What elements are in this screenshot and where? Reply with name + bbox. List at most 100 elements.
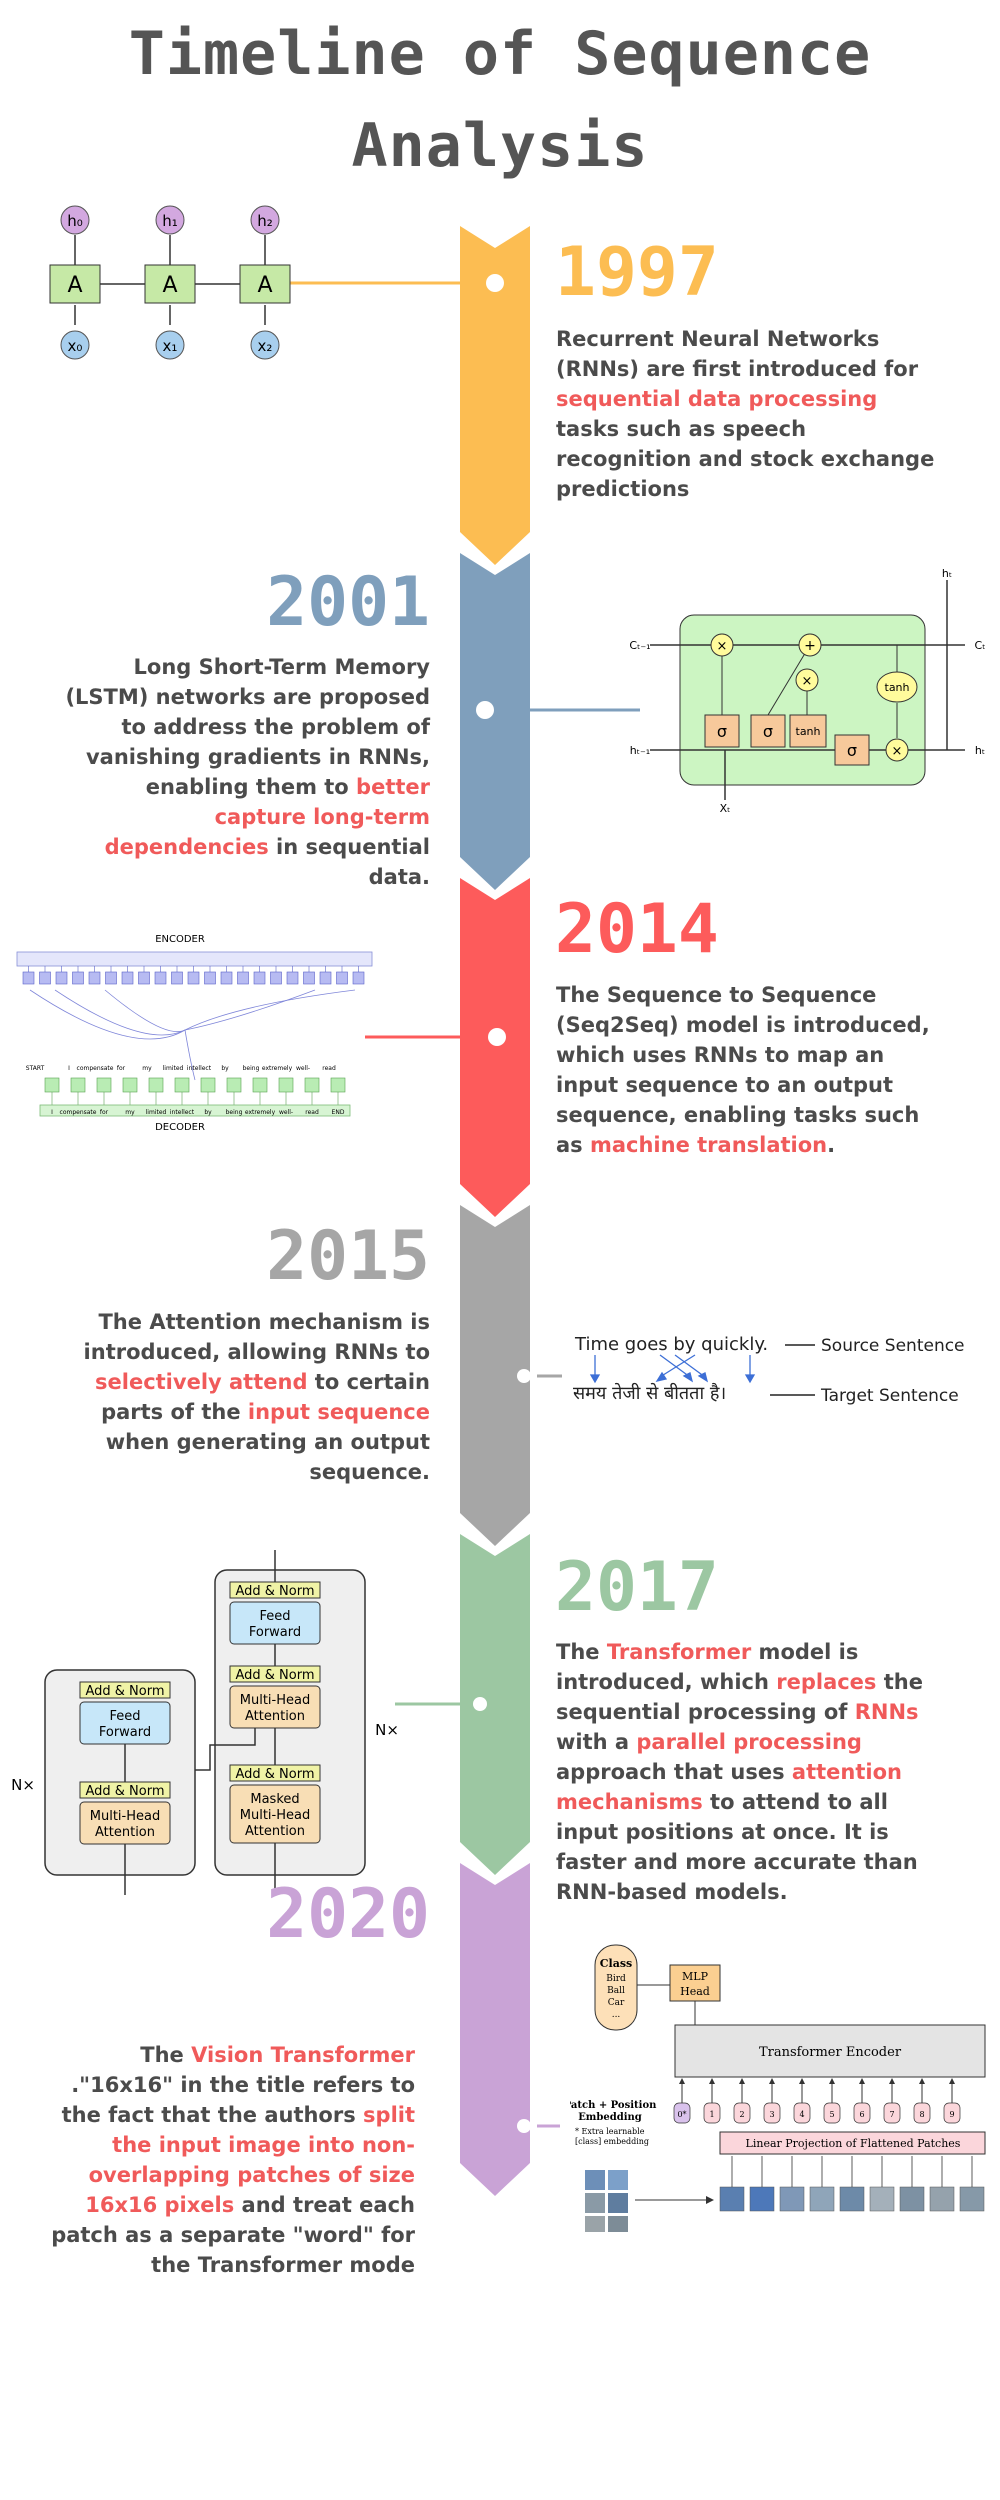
- vit-linear-label: Linear Projection of Flattened Patches: [746, 2137, 961, 2150]
- chevron-2015: [460, 1205, 530, 1546]
- vit-encoder-label: Transformer Encoder: [759, 2045, 902, 2060]
- target-sentence: समय तेजी से बीतता है।: [573, 1382, 726, 1404]
- vit-token: [733, 2102, 751, 2124]
- desc-2017-text-5: approach that uses: [556, 1760, 792, 1784]
- desc-2015-highlight-1: selectively attend: [95, 1370, 308, 1394]
- decoder-block: [174, 1077, 190, 1093]
- decoder-top-token: compensate: [77, 1065, 114, 1072]
- lstm-ht-prev: hₜ₋₁: [630, 744, 650, 757]
- dot-2020: [517, 2119, 531, 2133]
- vit-extra-2: [class] embedding: [575, 2137, 649, 2146]
- vit-patch: [749, 2186, 775, 2212]
- vit-ball: Ball: [607, 1986, 625, 1996]
- source-sentence: Time goes by quickly.: [574, 1334, 768, 1355]
- dec-attention: Attention: [245, 1709, 305, 1724]
- desc-2017: The Transformer model is introduced, whi…: [556, 1637, 936, 1907]
- decoder-block: [148, 1077, 164, 1093]
- lstm-times-3: ×: [892, 744, 903, 759]
- desc-2015-text-3: when generating an output sequence.: [105, 1430, 430, 1484]
- vit-token-label: 6: [859, 2110, 864, 2119]
- desc-1997-text-2: tasks such as speech recognition and sto…: [556, 417, 935, 501]
- desc-2020-highlight-2: split the input image into non-overlappi…: [85, 2103, 415, 2217]
- desc-2020-text-3: and treat each patch as a separate "word…: [51, 2193, 415, 2277]
- lstm-plus: +: [804, 638, 816, 654]
- year-2014: 2014: [555, 890, 719, 969]
- desc-2015-highlight-2: input sequence: [247, 1400, 430, 1424]
- dec-addnorm-1: Add & Norm: [235, 1584, 314, 1599]
- decoder-bottom-token: END: [332, 1109, 345, 1116]
- decoder-bottom-token: compensate: [60, 1109, 97, 1116]
- desc-2001: Long Short-Term Memory (LSTM) networks a…: [50, 652, 430, 892]
- dec-forward: Forward: [249, 1625, 301, 1640]
- vit-patch: [719, 2186, 745, 2212]
- lstm-tanh-box-label: tanh: [796, 725, 821, 738]
- decoder-bottom-token: well-: [279, 1109, 293, 1116]
- decoder-top-token: by: [221, 1065, 229, 1072]
- vit-patch: [869, 2186, 895, 2212]
- decoder-top-token: being: [243, 1065, 260, 1072]
- decoder-start: START: [26, 1065, 45, 1072]
- desc-2001-text-2: in sequential data.: [268, 835, 430, 889]
- enc-feed: Feed: [109, 1709, 140, 1724]
- vit-mlp-head: [669, 1964, 721, 2002]
- desc-2020-text-2: ."16x16" in the title refers to the fact…: [61, 2073, 415, 2127]
- encoder-block: [22, 971, 35, 985]
- lstm-sigma-3: [834, 734, 870, 766]
- encoder-block: [253, 971, 266, 985]
- rnn-diagram: h₀ A x₀ h₁ A x₁ h₂ A x₂: [49, 205, 291, 360]
- vit-token-label: 7: [889, 2110, 894, 2119]
- decoder-bottom-token: being: [226, 1109, 243, 1116]
- rnn-h1: h₁: [162, 212, 178, 230]
- vit-token: [913, 2102, 931, 2124]
- lstm-tanh-oval-label: tanh: [885, 681, 910, 694]
- year-2001: 2001: [266, 563, 430, 642]
- rnn-x2: x₂: [258, 337, 273, 355]
- enc-multihead: Multi-Head: [90, 1809, 160, 1824]
- desc-2017-text-2: model is introduced, which: [556, 1640, 859, 1694]
- decoder-bottom-token: read: [305, 1109, 319, 1116]
- dot-2001: [476, 701, 494, 719]
- vit-token-arrowhead: [889, 2078, 895, 2084]
- encoder-block: [72, 971, 84, 985]
- vit-token-label: 0*: [677, 2110, 686, 2119]
- desc-2017-highlight-1: Transformer: [606, 1640, 752, 1664]
- vit-pp-1: Patch + Position: [570, 2100, 657, 2111]
- decoder-block: [304, 1077, 320, 1093]
- lstm-times-2: ×: [802, 674, 813, 689]
- decoder-bottom-token: for: [100, 1109, 109, 1116]
- lstm-tanh-oval: [876, 671, 918, 703]
- chevron-2014: [460, 878, 530, 1217]
- vit-patches: [719, 2156, 985, 2212]
- desc-2015-text-1: The Attention mechanism is introduced, a…: [83, 1310, 430, 1364]
- vit-token-label: 9: [949, 2110, 954, 2119]
- chevron-2001: [460, 553, 530, 890]
- chevron-2020: [460, 1863, 530, 2196]
- decoder-top-token: intellect: [187, 1065, 212, 1072]
- desc-2017-highlight-2: replaces: [776, 1670, 877, 1694]
- vit-token: [793, 2102, 811, 2124]
- vit-patch: [809, 2186, 835, 2212]
- encoder-block: [336, 971, 348, 985]
- transformer-diagram: N× Add & Norm Feed Forward Add & Norm Mu…: [11, 1550, 399, 1895]
- decoder-top-token: for: [117, 1065, 126, 1072]
- encoder-block: [55, 971, 68, 985]
- decoder-bottom-token: my: [125, 1109, 135, 1116]
- vit-token-label: 8: [919, 2110, 924, 2119]
- encoder-block: [204, 971, 216, 985]
- vit-car: Car: [608, 1998, 625, 2008]
- encoder-block: [105, 971, 117, 985]
- desc-2017-text-4: with a: [556, 1730, 637, 1754]
- lstm-add: [798, 633, 822, 657]
- lstm-ht-top: hₜ: [942, 567, 952, 580]
- encoder-block: [39, 971, 51, 985]
- dec-masked-attention: Attention: [245, 1824, 305, 1839]
- dec-feed: Feed: [259, 1609, 290, 1624]
- source-sentence-label: Source Sentence: [821, 1336, 965, 1356]
- lstm-times-1: ×: [717, 639, 728, 654]
- decoder-bottom-token: limited: [146, 1109, 167, 1116]
- rnn-cell-label-2: A: [257, 273, 272, 298]
- dec-addnorm-3: Add & Norm: [235, 1767, 314, 1782]
- decoder-block: [278, 1077, 294, 1093]
- vit-token-label: 1: [709, 2110, 714, 2119]
- dot-2015: [517, 1369, 531, 1383]
